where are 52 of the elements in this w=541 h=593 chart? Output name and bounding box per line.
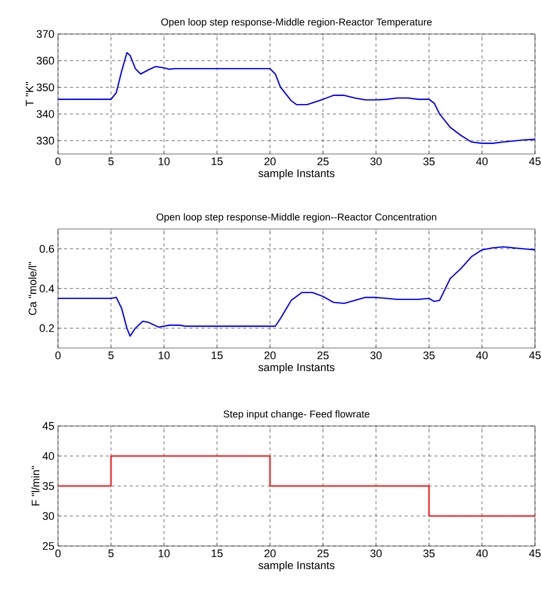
y-axis-title: F "l/min" [31, 466, 40, 506]
x-tick-label: 30 [370, 352, 382, 360]
y-tick-label: 35 [42, 482, 54, 490]
x-tick-label: 25 [317, 550, 329, 558]
y-tick-label: 0.6 [40, 244, 54, 253]
chart-title: Step input change- Feed flowrate [224, 410, 370, 420]
chart-title: Open loop step response-Middle region--Reactor Concentration [156, 213, 436, 222]
x-tick-label: 0 [55, 158, 61, 166]
x-tick-label: 10 [158, 158, 170, 166]
x-tick-label: 5 [108, 352, 114, 360]
y-tick-label: 25 [42, 542, 54, 550]
x-tick-label: 20 [264, 352, 276, 360]
x-tick-label: 20 [264, 158, 276, 166]
y-tick-label: 45 [42, 422, 54, 430]
x-tick-label: 40 [476, 352, 488, 360]
x-tick-label: 35 [423, 158, 435, 166]
y-axis-title: Ca "mole/l" [28, 262, 36, 315]
x-tick-label: 10 [158, 352, 170, 360]
x-tick-label: 40 [476, 158, 488, 166]
y-tick-label: 0.2 [40, 324, 54, 332]
y-axis-title: T "K" [26, 82, 34, 106]
y-tick-label: 0.4 [40, 284, 54, 292]
y-tick-label: 350 [36, 83, 54, 92]
x-tick-label: 30 [370, 158, 382, 166]
x-axis-title: sample Instants [258, 561, 334, 572]
x-tick-label: 15 [212, 550, 223, 558]
x-tick-label: 25 [317, 352, 329, 360]
x-tick-label: 25 [317, 158, 329, 166]
x-axis-title: sample Instants [258, 169, 334, 180]
x-tick-label: 35 [423, 352, 435, 360]
y-tick-label: 330 [36, 136, 54, 145]
x-tick-label: 35 [423, 550, 435, 558]
x-tick-label: 20 [264, 550, 276, 558]
x-tick-label: 45 [529, 550, 541, 558]
y-tick-label: 360 [36, 56, 54, 65]
x-tick-label: 0 [55, 352, 61, 360]
x-axis-title: sample Instants [258, 363, 334, 374]
x-tick-label: 15 [212, 158, 223, 166]
y-tick-label: 40 [42, 452, 54, 460]
x-tick-label: 40 [476, 550, 488, 558]
y-tick-label: 30 [42, 512, 54, 520]
y-tick-label: 340 [36, 110, 54, 118]
x-tick-label: 5 [108, 550, 114, 558]
x-tick-label: 45 [529, 158, 541, 166]
x-tick-label: 5 [108, 158, 114, 166]
x-tick-label: 15 [212, 352, 223, 360]
y-tick-label: 370 [36, 30, 54, 38]
x-tick-label: 30 [370, 550, 382, 558]
x-tick-label: 0 [55, 550, 61, 558]
x-tick-label: 45 [529, 352, 541, 360]
x-tick-label: 10 [158, 550, 170, 558]
chart-title: Open loop step response-Middle region-Reactor Temperature [161, 18, 432, 28]
